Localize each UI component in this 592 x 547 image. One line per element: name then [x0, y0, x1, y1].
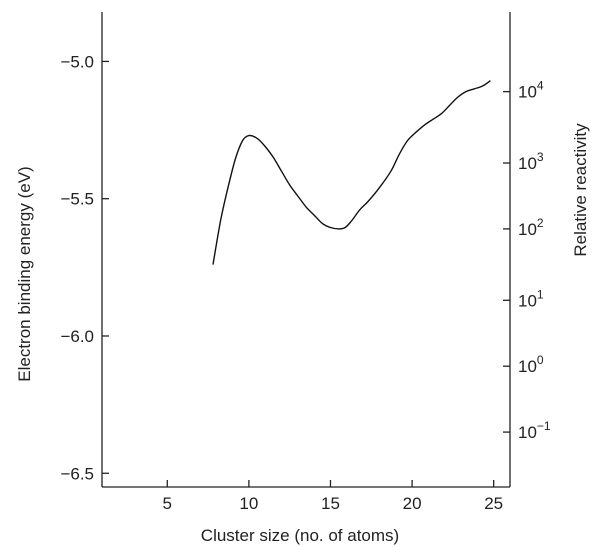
plot-frame	[101, 12, 511, 488]
y-tick-label: −6.5	[60, 464, 94, 483]
y2-axis-title: Relative reactivity	[571, 123, 590, 257]
x-tick-label: 10	[239, 494, 258, 513]
y2-tick-label: 10−1	[518, 419, 551, 442]
x-tick-label: 5	[163, 494, 172, 513]
x-ticks: 5 10 15 20 25	[163, 480, 503, 513]
y2-tick-label: 100	[518, 353, 544, 376]
y2-tick-label: 103	[518, 150, 544, 173]
y2-tick-label: 101	[518, 287, 544, 310]
x-tick-label: 15	[321, 494, 340, 513]
y-axis-title: Electron binding energy (eV)	[15, 166, 34, 381]
y-ticks: −5.0 −5.5 −6.0 −6.5	[60, 52, 109, 483]
y-tick-label: −6.0	[60, 327, 94, 346]
x-axis-title: Cluster size (no. of atoms)	[201, 526, 399, 545]
y2-tick-label: 102	[518, 216, 544, 239]
x-tick-label: 20	[403, 494, 422, 513]
y-tick-label: −5.0	[60, 52, 94, 71]
series-line	[212, 80, 491, 265]
y2-ticks: 104 103 102 101 100 10−1	[503, 79, 551, 442]
x-tick-label: 25	[484, 494, 503, 513]
y2-tick-label: 104	[518, 79, 544, 102]
y-tick-label: −5.5	[60, 190, 94, 209]
